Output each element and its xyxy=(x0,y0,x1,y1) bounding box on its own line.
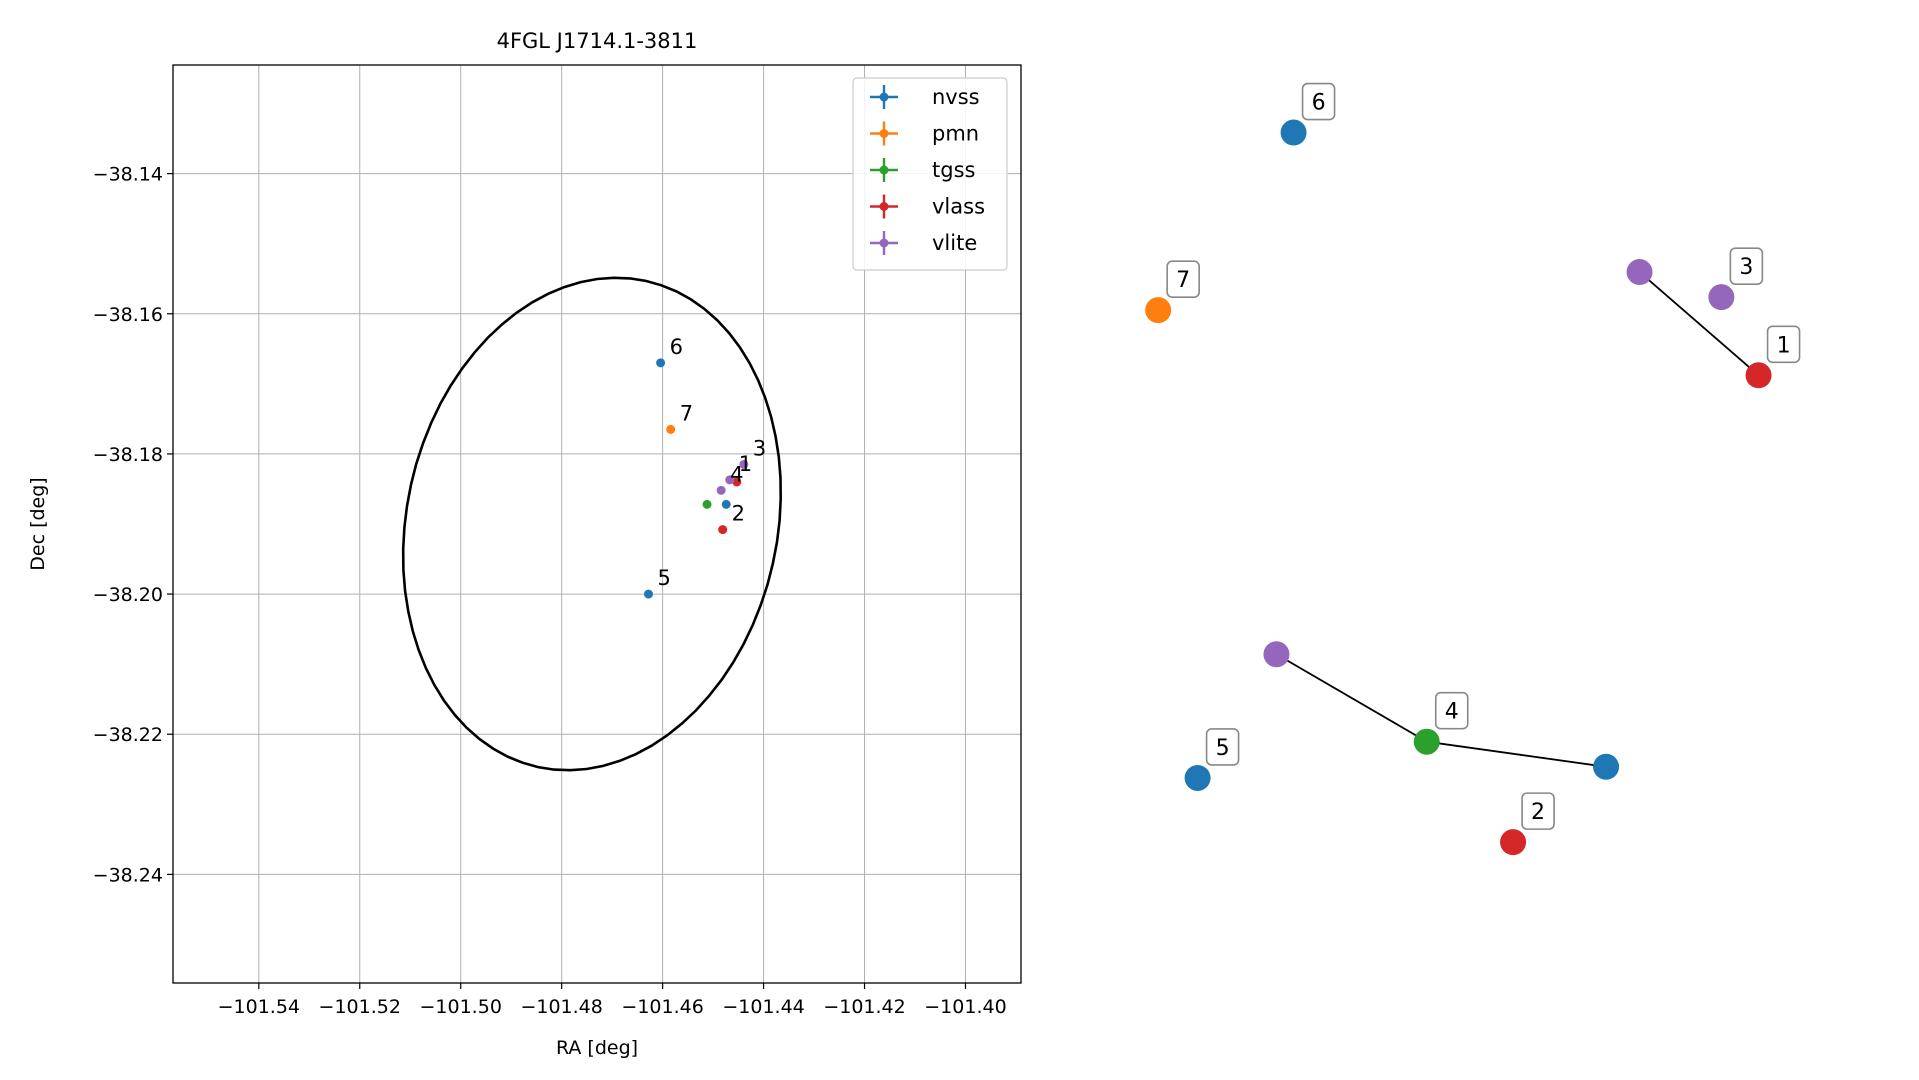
point-vlite xyxy=(716,485,726,495)
y-tick-label: −38.16 xyxy=(93,304,163,326)
node-label: 7 xyxy=(1176,268,1190,293)
plot-frame xyxy=(172,64,1022,984)
edge xyxy=(1638,271,1760,376)
node xyxy=(1184,764,1211,791)
node xyxy=(1626,259,1653,286)
x-tick-label: −101.54 xyxy=(218,996,300,1018)
legend-marker-dot xyxy=(879,92,889,102)
point-label: 4 xyxy=(730,462,743,486)
node-label: 4 xyxy=(1445,700,1459,725)
x-axis-label: RA [deg] xyxy=(556,1037,638,1059)
node-label-box xyxy=(1301,82,1336,121)
point-tgss xyxy=(702,499,712,509)
legend-box xyxy=(852,77,1008,271)
point-label: 2 xyxy=(732,502,745,526)
node-label-box xyxy=(1434,691,1469,730)
left-chart: 4FGL J1714.1-3811 6 5 7 2 314 −101.54 −101.52… xyxy=(27,29,1022,1059)
y-tick-label: −38.20 xyxy=(93,584,163,606)
node xyxy=(1500,829,1527,856)
edges-layer xyxy=(1276,271,1760,768)
nodes-layer: 6 3 1 7 4 5 2 xyxy=(1145,82,1801,856)
point-label: 6 xyxy=(670,335,683,359)
x-tick-label: −101.48 xyxy=(520,996,602,1018)
x-tick-label: −101.44 xyxy=(722,996,804,1018)
node xyxy=(1745,362,1772,389)
point-label: 3 xyxy=(753,436,766,460)
node xyxy=(1708,284,1735,311)
point-nvss xyxy=(656,358,666,368)
edge xyxy=(1276,653,1428,743)
y-axis-label: Dec [deg] xyxy=(27,477,49,570)
legend-entry: vlite xyxy=(932,231,977,255)
node-label: 3 xyxy=(1739,255,1753,280)
legend: nvss pmn tgss vlass vlite xyxy=(852,77,1008,271)
y-tick-label: −38.18 xyxy=(93,444,163,466)
node-label: 1 xyxy=(1777,333,1791,358)
legend-entry: nvss xyxy=(932,85,980,109)
grid xyxy=(173,65,1021,983)
point-label: 5 xyxy=(657,566,670,590)
y-tick-label: −38.14 xyxy=(93,164,163,186)
node-label-box xyxy=(1166,260,1200,298)
node-label: 2 xyxy=(1531,800,1545,825)
right-chart: 6 3 1 7 4 5 2 xyxy=(1145,82,1801,856)
node-label-box xyxy=(1205,728,1240,766)
point-vlite xyxy=(725,475,735,485)
chart-title: 4FGL J1714.1-3811 xyxy=(497,29,698,53)
node xyxy=(1593,753,1620,780)
legend-entry: vlass xyxy=(932,195,985,219)
y-tick-label: −38.22 xyxy=(93,724,163,746)
point-nvss xyxy=(721,499,731,509)
legend-entry: tgss xyxy=(932,158,975,182)
error-ellipse-layer xyxy=(401,276,783,772)
legend-entry: pmn xyxy=(932,122,979,146)
point-vlass xyxy=(732,477,742,487)
ticks-layer: −101.54 −101.52 −101.50 −101.48 −101.46 −101.… xyxy=(93,164,1007,1018)
legend-marker-dot xyxy=(879,202,889,211)
point-pmn xyxy=(666,424,676,434)
node-label-box xyxy=(1766,325,1801,364)
point-label: 7 xyxy=(680,401,693,425)
y-tick-label: −38.24 xyxy=(93,864,163,886)
x-tick-label: −101.42 xyxy=(823,996,905,1018)
node xyxy=(1145,297,1172,324)
x-tick-label: −101.40 xyxy=(924,996,1006,1018)
node-label-box xyxy=(1521,792,1555,830)
node xyxy=(1280,119,1307,146)
points-layer: 6 5 7 2 314 xyxy=(643,335,766,599)
node xyxy=(1263,641,1290,668)
point-nvss xyxy=(643,589,653,599)
node-label: 6 xyxy=(1312,91,1326,116)
point-vlass xyxy=(718,525,728,535)
legend-marker-dot xyxy=(879,165,889,175)
node-label-box xyxy=(1729,247,1764,285)
node xyxy=(1413,728,1440,755)
x-tick-label: −101.46 xyxy=(621,996,703,1018)
x-tick-label: −101.52 xyxy=(319,996,401,1018)
x-tick-label: −101.50 xyxy=(420,996,502,1018)
node-label: 5 xyxy=(1216,736,1230,761)
point-vlite xyxy=(739,459,749,469)
legend-marker-dot xyxy=(879,129,889,138)
error-ellipse xyxy=(401,276,783,772)
point-label: 1 xyxy=(739,452,752,476)
legend-marker-dot xyxy=(879,238,889,248)
edge xyxy=(1426,740,1607,768)
